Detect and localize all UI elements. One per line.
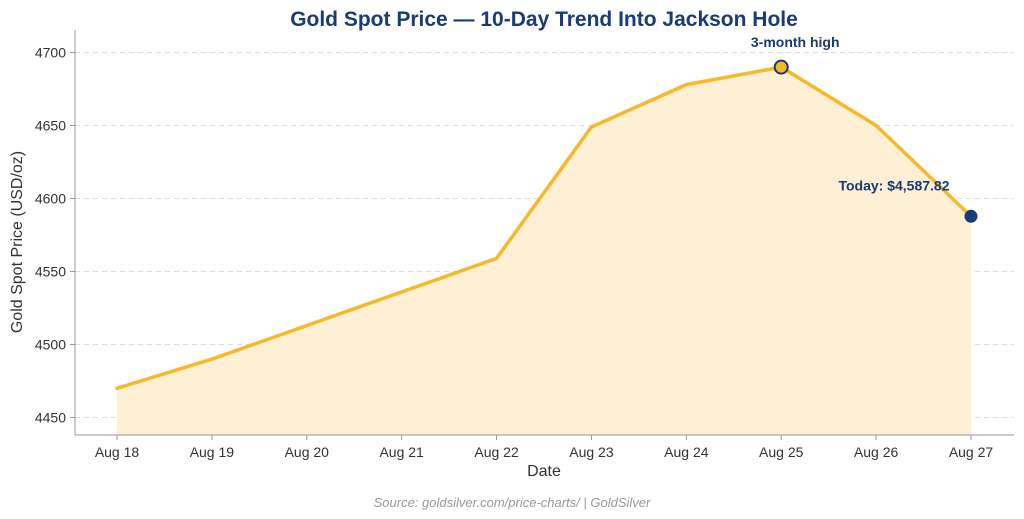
y-tick-label: 4450: [35, 409, 66, 425]
x-tick-label: Aug 18: [95, 444, 140, 460]
y-tick-label: 4650: [35, 118, 66, 134]
source-note: Source: goldsilver.com/price-charts/ | G…: [374, 495, 651, 510]
y-tick-label: 4700: [35, 45, 66, 61]
x-axis-title: Date: [527, 463, 561, 480]
today-marker: [964, 209, 978, 223]
x-tick-label: Aug 24: [664, 444, 709, 460]
y-tick-label: 4550: [35, 263, 66, 279]
y-tick-label: 4600: [35, 191, 66, 207]
x-tick-label: Aug 23: [569, 444, 614, 460]
x-tick-label: Aug 19: [190, 444, 235, 460]
x-tick-label: Aug 20: [285, 444, 330, 460]
price-line: [115, 65, 973, 391]
annotations: 3-month high Today: $4,587.82: [751, 34, 950, 193]
x-tick-label: Aug 21: [379, 444, 424, 460]
x-tick-label: Aug 22: [474, 444, 519, 460]
y-ticks: 4450 4500 4550 4600 4650 4700: [35, 45, 75, 425]
markers: [773, 59, 978, 223]
chart-title: Gold Spot Price — 10-Day Trend Into Jack…: [290, 8, 798, 31]
x-tick-label: Aug 25: [759, 444, 804, 460]
high-marker: [773, 59, 789, 75]
x-tick-label: Aug 26: [854, 444, 899, 460]
x-tick-label: Aug 27: [949, 444, 994, 460]
y-axis-title: Gold Spot Price (USD/oz): [9, 151, 26, 333]
today-annotation: Today: $4,587.82: [838, 177, 949, 193]
x-ticks: Aug 18 Aug 19 Aug 20 Aug 21 Aug 22 Aug 23 Aug …: [95, 435, 994, 460]
y-tick-label: 4500: [35, 336, 66, 352]
high-annotation: 3-month high: [751, 34, 840, 50]
price-area-fill: [117, 67, 971, 435]
